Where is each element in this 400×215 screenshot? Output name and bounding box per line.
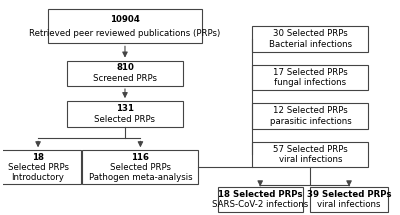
Text: 18 Selected PRPs: 18 Selected PRPs (218, 189, 302, 198)
Text: viral infections: viral infections (317, 200, 381, 209)
Text: 810: 810 (116, 63, 134, 72)
Text: Bacterial infections: Bacterial infections (269, 40, 352, 49)
Text: 12 Selected PRPs: 12 Selected PRPs (273, 106, 348, 115)
FancyBboxPatch shape (218, 187, 303, 212)
FancyBboxPatch shape (310, 187, 388, 212)
Text: 131: 131 (116, 104, 134, 113)
Text: fungal infections: fungal infections (274, 78, 346, 88)
Text: Selected PRPs: Selected PRPs (94, 115, 156, 124)
Text: 17 Selected PRPs: 17 Selected PRPs (273, 68, 348, 77)
Text: 116: 116 (132, 153, 150, 162)
FancyBboxPatch shape (252, 103, 368, 129)
FancyBboxPatch shape (252, 26, 368, 52)
Text: viral infections: viral infections (279, 155, 342, 164)
Text: 39 Selected PRPs: 39 Selected PRPs (307, 189, 391, 198)
Text: Pathogen meta-analysis: Pathogen meta-analysis (89, 173, 192, 182)
Text: 18: 18 (32, 153, 44, 162)
FancyBboxPatch shape (48, 9, 202, 43)
FancyBboxPatch shape (252, 142, 368, 167)
Text: 10904: 10904 (110, 15, 140, 24)
Text: parasitic infections: parasitic infections (270, 117, 351, 126)
Text: Introductory: Introductory (12, 173, 64, 182)
FancyBboxPatch shape (67, 101, 183, 127)
Text: 57 Selected PRPs: 57 Selected PRPs (273, 145, 348, 154)
Text: 30 Selected PRPs: 30 Selected PRPs (273, 29, 348, 38)
Text: Screened PRPs: Screened PRPs (93, 74, 157, 83)
Text: Retrieved peer reviewed publications (PRPs): Retrieved peer reviewed publications (PR… (29, 29, 221, 38)
FancyBboxPatch shape (67, 60, 183, 86)
FancyBboxPatch shape (252, 65, 368, 91)
FancyBboxPatch shape (0, 150, 80, 184)
Text: Selected PRPs: Selected PRPs (110, 163, 171, 172)
FancyBboxPatch shape (82, 150, 198, 184)
Text: Selected PRPs: Selected PRPs (8, 163, 68, 172)
Text: SARS-CoV-2 infections: SARS-CoV-2 infections (212, 200, 308, 209)
